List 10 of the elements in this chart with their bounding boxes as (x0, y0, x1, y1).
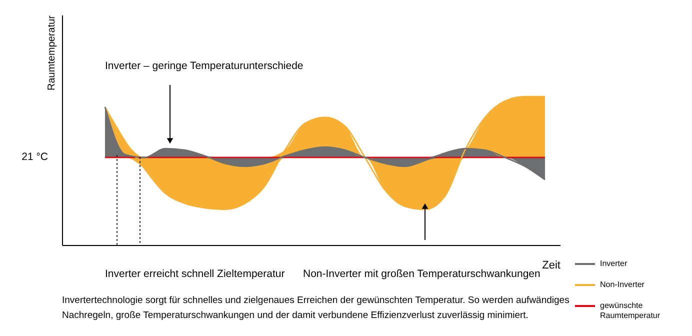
text: 21 °C (22, 151, 48, 163)
legend-label: Inverter (600, 259, 628, 268)
legend-label: Non-Inverter (600, 280, 645, 289)
y-axis-title: Raumtemperatur (46, 14, 58, 91)
text: Inverter – geringe Temperaturunterschiede (105, 60, 304, 72)
legend-label: gewünschte Raumtemperatur (600, 301, 660, 320)
text: Invertertechnologie sorgt für schnelles und zielgenaues Erreichen der gewünschten Temperatur. So werden aufwändiges Nachregeln, große Temperaturschwankungen und der damit verbundene Effizienzverlust zuverlässig minimiert. (62, 295, 570, 321)
text: Non-Inverter mit großen Temperaturschwankungen (303, 268, 540, 280)
x-axis-title: Zeit (542, 260, 560, 272)
text: Inverter erreicht schnell Zieltemperatur (105, 268, 286, 280)
